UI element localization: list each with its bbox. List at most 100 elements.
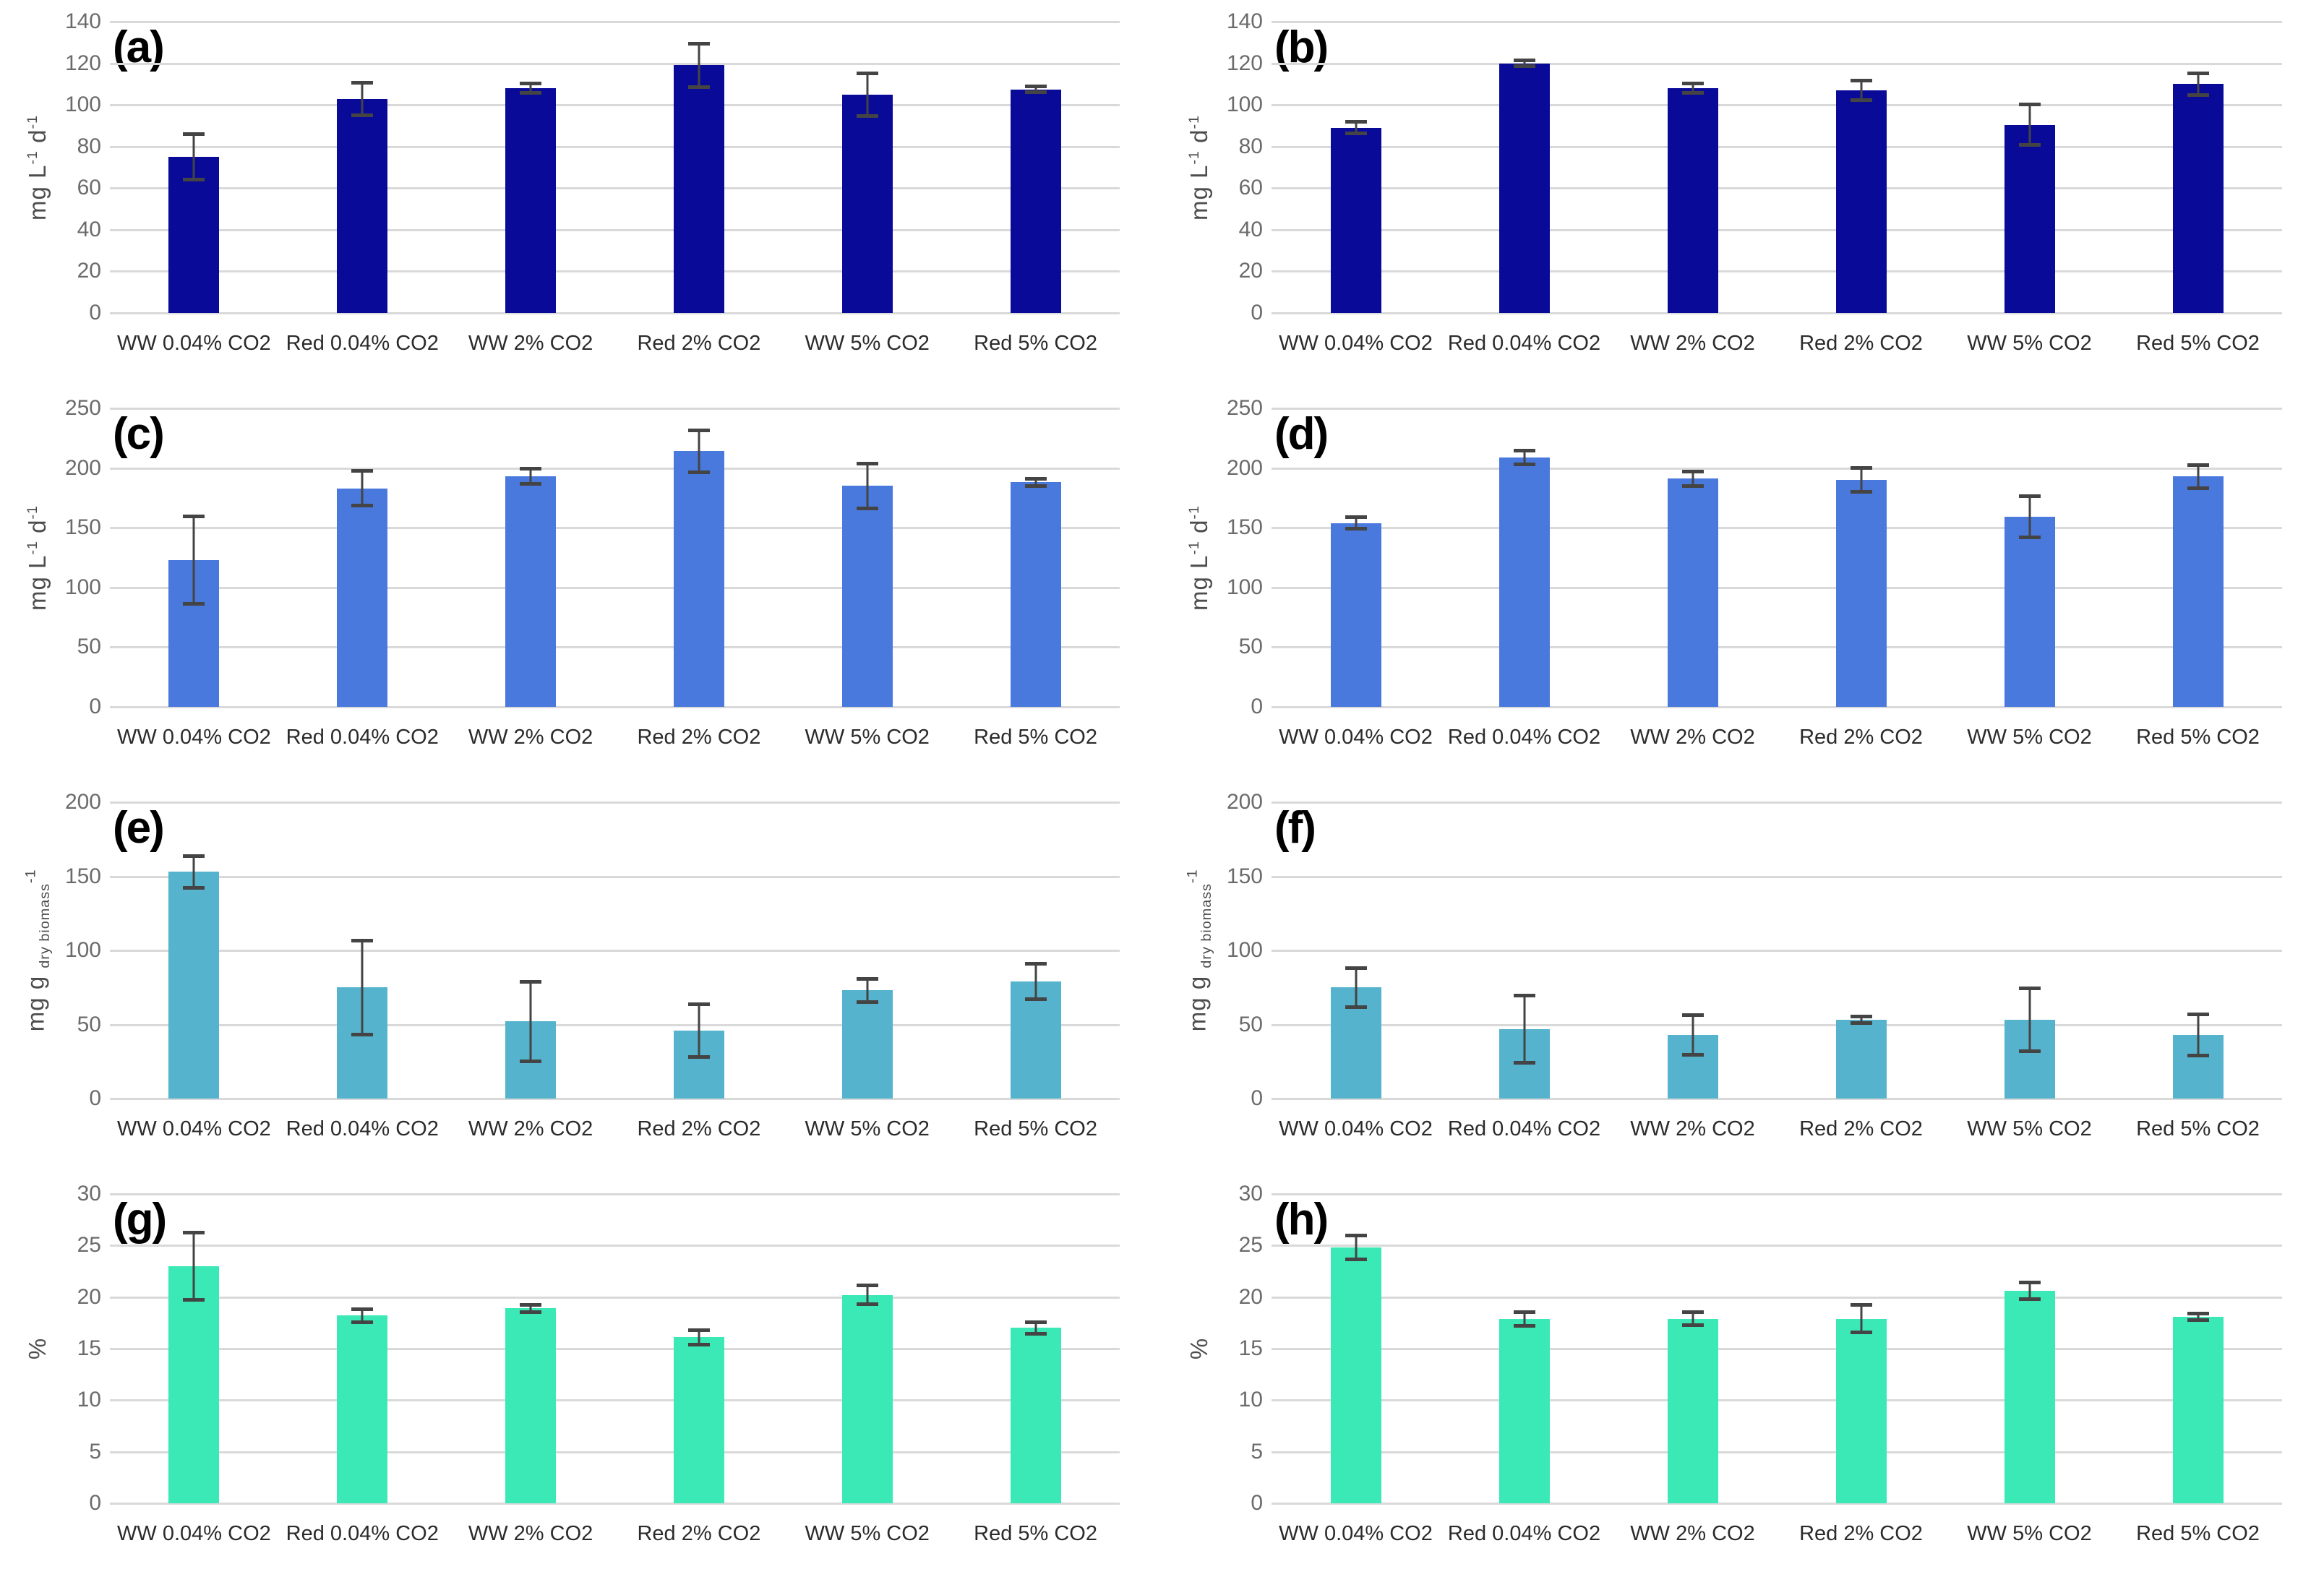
error-bar — [1849, 1015, 1874, 1026]
x-category-label: WW 0.04% CO2 — [117, 726, 271, 749]
bar-slot — [1777, 22, 1945, 313]
x-category-label: Red 0.04% CO2 — [1447, 1117, 1601, 1140]
y-tick-label: 150 — [64, 864, 101, 888]
error-bar-cap-bottom — [1345, 1258, 1367, 1262]
error-bar — [181, 854, 206, 890]
gridline — [1272, 875, 2282, 878]
error-bar-cap-bottom — [351, 1320, 374, 1324]
error-bar-cap-top — [1850, 78, 1872, 82]
y-tick-label: 100 — [64, 93, 101, 117]
error-bar-line — [1691, 1312, 1694, 1325]
error-bar-cap-bottom — [856, 506, 878, 510]
gridline — [1272, 1503, 2282, 1505]
gridline — [110, 1098, 1120, 1100]
bar-slot — [110, 408, 278, 707]
error-bar-line — [361, 940, 364, 1035]
bar-slot — [278, 1194, 447, 1503]
x-category-label: WW 5% CO2 — [805, 1117, 930, 1140]
error-bar-line — [1523, 1311, 1525, 1326]
bar — [1498, 63, 1550, 313]
error-bar-cap-bottom — [2018, 536, 2041, 540]
error-bar-cap-bottom — [2187, 486, 2209, 490]
x-axis-labels: WW 0.04% CO2 Red 0.04% CO2 WW 2% CO2 Red 2%… — [1272, 332, 2282, 365]
error-bar-cap-top — [1681, 81, 1704, 85]
bars-layer — [110, 408, 1120, 707]
error-bar-cap-top — [1850, 1303, 1872, 1307]
gridline — [110, 270, 1120, 273]
x-category-label: WW 0.04% CO2 — [117, 1117, 271, 1140]
error-bar — [687, 1328, 711, 1347]
error-bar-cap-top — [687, 1002, 710, 1006]
gridline — [110, 1296, 1120, 1299]
error-bar-cap-top — [2187, 463, 2209, 467]
error-bar-cap-bottom — [351, 504, 374, 508]
error-bar — [350, 468, 374, 508]
error-bar-cap-bottom — [1024, 997, 1047, 1001]
bar-slot — [783, 22, 951, 313]
error-bar-cap-bottom — [1681, 484, 1704, 489]
y-tick-label: 0 — [1251, 695, 1263, 718]
error-bar-line — [1860, 80, 1862, 101]
gridline — [1272, 586, 2282, 589]
error-bar — [1344, 515, 1368, 530]
y-tick-label: 10 — [1238, 1388, 1263, 1412]
error-bar — [855, 462, 880, 510]
y-tick-label: 20 — [1238, 259, 1263, 283]
error-bar-cap-bottom — [1513, 462, 1535, 466]
bar — [673, 451, 724, 707]
x-category-label: Red 5% CO2 — [2136, 1117, 2260, 1140]
error-bar-cap-top — [2018, 494, 2041, 499]
panel-label: (g) — [113, 1195, 167, 1245]
y-tick-label: 60 — [1238, 176, 1263, 200]
error-bar-line — [1034, 1321, 1037, 1335]
error-bar — [1849, 1303, 1874, 1334]
y-tick-label: 100 — [1226, 93, 1263, 117]
error-bar-cap-bottom — [1513, 64, 1535, 68]
error-bar-cap-bottom — [183, 601, 205, 606]
error-bar-cap-bottom — [1681, 1323, 1704, 1327]
error-bar-line — [2028, 988, 2031, 1052]
gridline — [1272, 527, 2282, 530]
x-category-label: Red 2% CO2 — [1799, 726, 1923, 749]
gridline — [110, 228, 1120, 231]
bar-slot — [1608, 22, 1777, 313]
bar-slot — [447, 1194, 615, 1503]
x-axis-labels: WW 0.04% CO2 Red 0.04% CO2 WW 2% CO2 Red 2%… — [1272, 1117, 2282, 1151]
plot-area: (d) — [1272, 408, 2282, 708]
x-category-label: Red 0.04% CO2 — [1447, 332, 1601, 355]
error-bar-cap-top — [1345, 966, 1367, 970]
bar — [1835, 1318, 1887, 1503]
bar — [1010, 1328, 1061, 1503]
x-category-label: Red 5% CO2 — [2136, 1522, 2260, 1545]
y-tick-label: 50 — [1238, 1012, 1263, 1036]
bar — [168, 872, 220, 1099]
error-bar — [181, 1230, 206, 1302]
bar — [1330, 127, 1381, 313]
y-tick-label: 0 — [89, 695, 101, 718]
bar — [1498, 457, 1550, 707]
gridline — [110, 467, 1120, 470]
error-bar-line — [1523, 60, 1525, 66]
y-tick-label: 0 — [89, 301, 101, 325]
gridline — [110, 1348, 1120, 1350]
plot-area: (a) — [110, 21, 1120, 314]
error-bar-cap-bottom — [520, 91, 542, 95]
bar-slot — [951, 408, 1120, 707]
x-category-label: WW 5% CO2 — [1967, 726, 2092, 749]
error-bar-line — [698, 1329, 700, 1346]
error-bar — [1849, 78, 1874, 103]
error-bar — [855, 976, 880, 1004]
plot-area: (h) — [1272, 1193, 2282, 1505]
error-bar-cap-top — [1681, 1013, 1704, 1018]
y-tick-label: 30 — [77, 1182, 101, 1206]
error-bar-line — [698, 1003, 700, 1057]
error-bar-cap-top — [1850, 1015, 1872, 1019]
error-bar — [181, 132, 206, 181]
error-bar-cap-top — [2018, 987, 2041, 991]
chart-panel-a: mg L-1 d-1 0 20 40 60 80 100 120 140 (a) WW 0.0… — [0, 0, 1162, 387]
gridline — [110, 875, 1120, 878]
error-bar — [2186, 71, 2211, 98]
error-bar — [687, 1002, 711, 1059]
error-bar-cap-top — [520, 980, 542, 984]
x-axis-labels: WW 0.04% CO2 Red 0.04% CO2 WW 2% CO2 Red 2%… — [110, 332, 1120, 365]
